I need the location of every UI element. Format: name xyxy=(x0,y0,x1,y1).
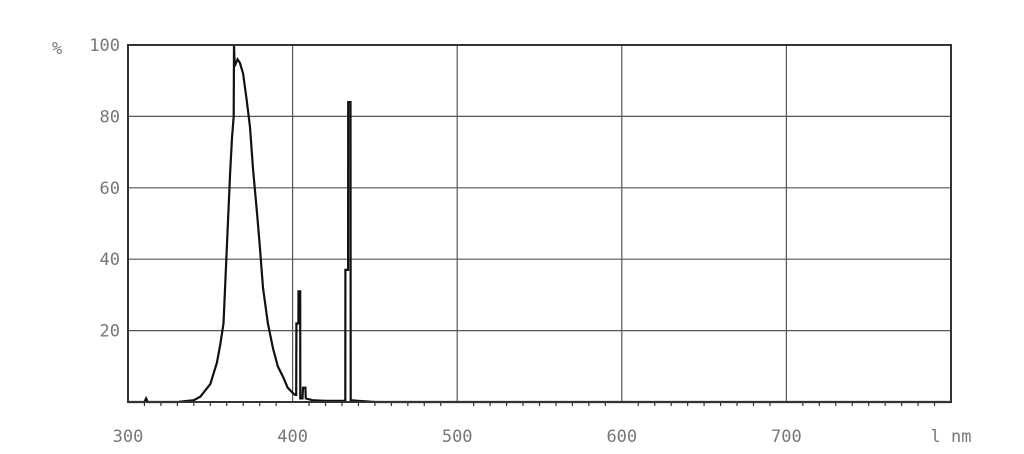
x-tick-label: 300 xyxy=(113,427,144,447)
x-axis: 300 400 500 600 700 l nm xyxy=(113,402,972,447)
x-tick-label: 400 xyxy=(277,427,308,447)
x-tick-label: l nm xyxy=(931,427,972,447)
y-tick-label: 80 xyxy=(100,107,120,127)
y-tick-label: 100 xyxy=(89,36,120,56)
x-tick-label: 500 xyxy=(442,427,473,447)
x-tick-label: 700 xyxy=(771,427,802,447)
grid-lines xyxy=(128,45,951,402)
x-tick-label: 600 xyxy=(606,427,637,447)
y-tick-label: 60 xyxy=(100,179,120,199)
y-tick-label: 20 xyxy=(100,322,120,342)
y-tick-label: 40 xyxy=(100,250,120,270)
spectrum-line xyxy=(128,44,951,404)
y-axis: 20 40 60 80 100 xyxy=(89,36,120,342)
plot-frame xyxy=(127,44,952,403)
y-axis-label: % xyxy=(52,39,62,59)
